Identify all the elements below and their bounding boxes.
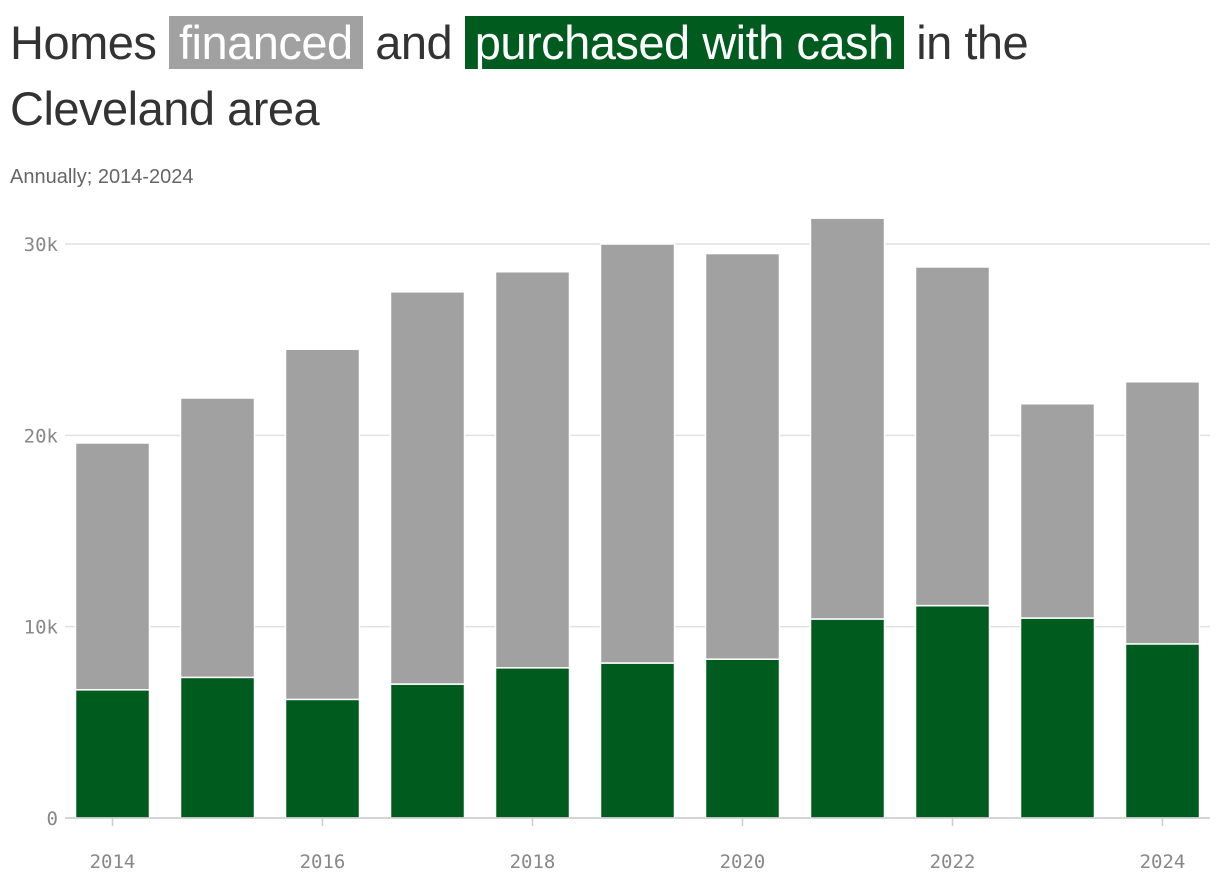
axes: 0 10k 20k 30k 2014 2016 2018 2020 2022 2024 bbox=[24, 234, 1210, 873]
financed-bar bbox=[1124, 381, 1201, 645]
financed-bar bbox=[809, 217, 886, 620]
y-tick-label: 10k bbox=[24, 617, 59, 639]
title-prefix: Homes bbox=[10, 16, 169, 69]
financed-bar bbox=[599, 243, 676, 664]
chart-subtitle: Annually; 2014-2024 bbox=[10, 166, 194, 188]
financed-bar bbox=[494, 270, 571, 669]
y-tick-label: 30k bbox=[24, 234, 59, 256]
title-middle: and bbox=[362, 16, 465, 69]
cash-bar bbox=[284, 698, 361, 819]
cash-bar bbox=[1124, 643, 1201, 819]
financed-bar bbox=[389, 291, 466, 685]
financed-bar bbox=[179, 397, 256, 679]
x-tick-label: 2016 bbox=[300, 851, 346, 873]
cash-legend-chip: purchased with cash bbox=[464, 16, 904, 69]
x-tick-label: 2018 bbox=[510, 851, 556, 873]
x-tick-label: 2022 bbox=[930, 851, 976, 873]
financed-bar bbox=[704, 252, 781, 660]
x-tick-label: 2014 bbox=[90, 851, 136, 873]
cash-bar bbox=[179, 676, 256, 819]
x-tick-label: 2020 bbox=[720, 851, 766, 873]
financed-legend-chip: financed bbox=[168, 16, 363, 69]
cash-bar bbox=[74, 689, 151, 819]
cash-bar bbox=[704, 658, 781, 819]
financed-bar bbox=[914, 266, 991, 607]
chart-title: Homes financed and purchased with cash i… bbox=[10, 10, 1210, 142]
y-tick-label: 0 bbox=[47, 808, 58, 830]
x-tick-label: 2024 bbox=[1140, 851, 1186, 873]
bars bbox=[74, 217, 1201, 819]
cash-bar bbox=[494, 667, 571, 819]
financed-bar bbox=[74, 442, 151, 691]
cash-bar bbox=[599, 662, 676, 819]
cash-bar bbox=[809, 618, 886, 819]
cash-bar bbox=[914, 604, 991, 819]
cash-bar bbox=[389, 683, 466, 819]
financed-bar bbox=[1019, 403, 1096, 619]
stacked-bar-chart: 0 10k 20k 30k 2014 2016 2018 2020 2022 2024 bbox=[24, 217, 1210, 873]
cash-bar bbox=[1019, 617, 1096, 819]
financed-bar bbox=[284, 348, 361, 701]
title-suffix: in the Cleveland area bbox=[10, 16, 1029, 135]
y-tick-label: 20k bbox=[24, 425, 59, 447]
